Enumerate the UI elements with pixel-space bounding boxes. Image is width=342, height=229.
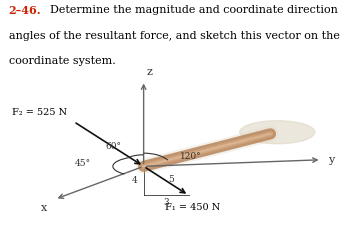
Text: angles of the resultant force, and sketch this vector on the: angles of the resultant force, and sketc… [9, 31, 339, 41]
Text: coordinate system.: coordinate system. [9, 56, 115, 66]
Text: 45°: 45° [75, 159, 91, 168]
Text: 4: 4 [132, 176, 137, 185]
Text: x: x [41, 203, 48, 213]
Text: F₂ = 525 N: F₂ = 525 N [12, 108, 67, 117]
Text: 3: 3 [163, 198, 169, 207]
Text: y: y [328, 155, 334, 165]
Ellipse shape [240, 121, 315, 144]
Text: z: z [147, 67, 153, 77]
Text: 120°: 120° [180, 152, 201, 161]
Text: F₁ = 450 N: F₁ = 450 N [165, 203, 220, 212]
Text: 5: 5 [169, 175, 174, 184]
Text: Determine the magnitude and coordinate direction: Determine the magnitude and coordinate d… [43, 5, 338, 16]
Text: 2–46.: 2–46. [9, 5, 41, 16]
Text: 60°: 60° [106, 142, 121, 151]
